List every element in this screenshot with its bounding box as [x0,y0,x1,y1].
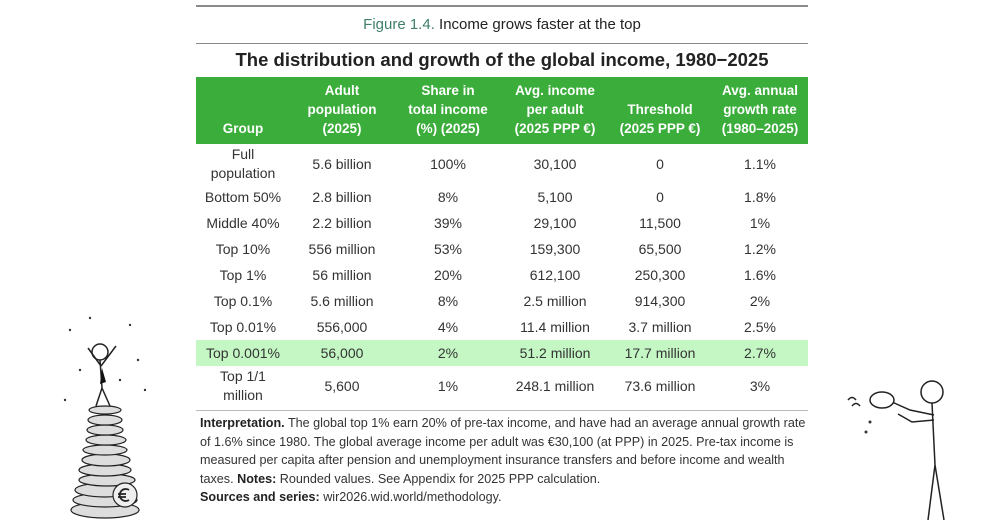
cell-growth-rate: 2.7% [712,340,808,366]
cell-threshold: 65,500 [638,240,682,257]
cell-threshold: 11,500 [639,214,681,231]
cell-adult-population: 556 million [308,240,376,257]
man-with-piggy-bank-illustration [847,380,945,521]
cell-avg-income: 248.1 million [515,377,595,394]
table-row: Top 0.001% 56,000 2% 51.2 million 17.7 milli… [196,340,808,366]
cell-adult-population: 5.6 million [310,292,374,309]
cell-share-in-income: 1% [437,377,459,394]
table-bottom-rule [196,410,808,411]
cell-adult-population: 5,600 [324,377,360,394]
cell-avg-income: 159,300 [529,240,581,257]
table-row: Bottom 50% 2.8 billion 8% 5,100 0 1.8% [196,184,808,210]
cell-adult-population: 56 million [312,266,372,283]
title-rule [196,43,808,44]
cell-growth-rate: 1.2% [744,240,776,257]
cell-group: Middle 40% [206,214,280,231]
cell-avg-income: 11.4 million [520,318,590,335]
cell-growth-rate: 3% [749,377,771,394]
cell-group: Full population [210,146,276,181]
cell-adult-population: 2.8 billion [312,188,372,205]
cell-share-in-income: 39% [433,214,463,231]
cell-threshold: 0 [656,155,664,172]
cell-share-in-income: 100% [430,155,466,172]
cell-avg-income: 612,100 [529,266,581,283]
cell-adult-population: 2.2 billion [312,214,372,231]
cell-threshold: 73.6 million [624,377,696,394]
table-row: Middle 40% 2.2 billion 39% 29,100 11,500 1% [196,210,808,236]
header-row: Group Adult population (2025) Share in total … [196,77,808,144]
cell-adult-population: 556,000 [316,318,368,335]
figure-container: Figure 1.4. Income grows faster at the t… [196,5,808,507]
column-header-adult-population: Adult population (2025) [290,77,394,144]
column-header-growth-rate: Avg. annual growth rate (1980–2025) [712,77,808,144]
table-subtitle: The distribution and growth of the globa… [235,49,769,70]
cell-threshold: 914,300 [634,292,686,309]
cell-group: Top 0.001% [196,340,290,366]
cell-share-in-income: 8% [437,188,459,205]
column-header-threshold: Threshold (2025 PPP €) [608,77,712,144]
cell-growth-rate: 2% [749,292,771,309]
cell-threshold: 17.7 million [608,340,712,366]
cell-adult-population: 5.6 billion [312,155,372,172]
table-row: Top 1/1 million 5,600 1% 248.1 million 73.6 … [196,366,808,406]
notes: Interpretation. The global top 1% earn 2… [200,416,806,504]
rich-man-on-coins-illustration [63,316,147,519]
cell-avg-income: 51.2 million [502,340,608,366]
cell-share-in-income: 20% [433,266,463,283]
cell-threshold: 0 [656,188,664,205]
cell-growth-rate: 2.5% [744,318,776,335]
cell-avg-income: 2.5 million [523,292,587,309]
cell-group: Top 1% [219,266,267,283]
cell-share-in-income: 2% [394,340,502,366]
cell-growth-rate: 1.6% [744,266,776,283]
figure-title: Figure 1.4. Income grows faster at the t… [363,16,641,33]
cell-growth-rate: 1.1% [744,155,776,172]
cell-threshold: 250,300 [634,266,686,283]
column-header-avg-income: Avg. income per adult (2025 PPP €) [502,77,608,144]
cell-group: Top 0.01% [209,318,277,335]
table-row: Top 1% 56 million 20% 612,100 250,300 1.6% [196,262,808,288]
cell-threshold: 3.7 million [628,318,692,335]
table-row: Full population 5.6 billion 100% 30,100 0 1.1… [196,144,808,184]
cell-group: Top 10% [215,240,271,257]
cell-group: Top 1/1 million [220,368,266,403]
cell-avg-income: 30,100 [533,155,577,172]
income-table: Group Adult population (2025) Share in total … [196,77,808,406]
column-header-share-in-income: Share in total income (%) (2025) [394,77,502,144]
table-row: Top 0.1% 5.6 million 8% 2.5 million 914,300 2… [196,288,808,314]
cell-group: Top 0.1% [213,292,273,309]
cell-group: Bottom 50% [204,188,282,205]
table-row: Top 0.01% 556,000 4% 11.4 million 3.7 millio… [196,314,808,340]
cell-avg-income: 5,100 [537,188,573,205]
cell-growth-rate: 1.8% [744,188,776,205]
column-header-group: Group [196,77,290,144]
top-rule [196,5,808,7]
cell-share-in-income: 4% [437,318,459,335]
cell-growth-rate: 1% [749,214,771,231]
cell-avg-income: 29,100 [533,214,577,231]
cell-share-in-income: 53% [433,240,463,257]
cell-share-in-income: 8% [437,292,459,309]
cell-adult-population: 56,000 [290,340,394,366]
table-row: Top 10% 556 million 53% 159,300 65,500 1.2% [196,236,808,262]
